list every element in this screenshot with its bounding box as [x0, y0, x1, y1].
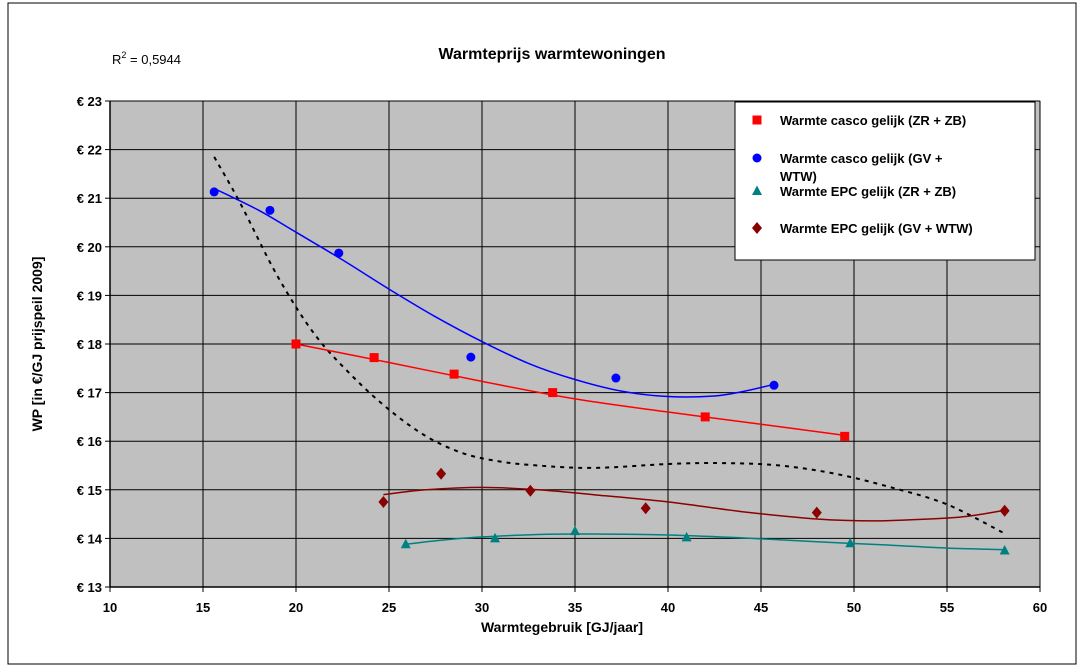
y-tick-label: € 21 — [77, 191, 102, 206]
r-squared-annotation: R2 = 0,5944 — [112, 50, 181, 67]
x-tick-label: 25 — [382, 600, 396, 615]
chart-title: Warmteprijs warmtewoningen — [439, 46, 666, 63]
x-tick-label: 20 — [289, 600, 303, 615]
legend-marker-1 — [752, 115, 762, 125]
series-4-point — [811, 506, 822, 519]
x-tick-label: 10 — [103, 600, 117, 615]
y-tick-label: € 19 — [77, 288, 102, 303]
series-3-point — [570, 525, 580, 536]
x-tick-label: 40 — [661, 600, 675, 615]
x-axis-label: Warmtegebruik [GJ/jaar] — [481, 619, 643, 635]
x-tick-label: 45 — [754, 600, 768, 615]
series-1-point — [548, 388, 558, 398]
series-2-point — [466, 352, 476, 362]
series-2-trend-line — [213, 187, 775, 398]
x-tick-label: 15 — [196, 600, 210, 615]
y-tick-label: € 18 — [77, 337, 102, 352]
legend-label-3: Warmte EPC gelijk (ZR + ZB) — [780, 184, 956, 199]
y-tick-label: € 14 — [77, 531, 103, 546]
series-2-point — [265, 205, 275, 215]
y-tick-label: € 13 — [77, 580, 102, 595]
data-markers — [209, 187, 1010, 555]
x-tick-label: 30 — [475, 600, 489, 615]
series-1-point — [369, 353, 379, 363]
y-tick-label: € 15 — [77, 483, 102, 498]
series-3-point — [490, 532, 501, 543]
legend-label-1: Warmte casco gelijk (ZR + ZB) — [780, 113, 966, 128]
series-3-point — [400, 538, 411, 549]
legend-box — [734, 101, 1036, 261]
y-tick-label: € 20 — [77, 240, 102, 255]
series-1-point — [840, 431, 850, 441]
y-tick-label: € 16 — [77, 434, 102, 449]
series-4-point — [436, 467, 447, 480]
series-4-point — [525, 484, 536, 497]
series-3-point — [681, 531, 692, 542]
y-tick-label: € 22 — [77, 143, 102, 158]
axes: 10 15 20 25 30 35 40 45 50 55 60 € 13 € 14 € 15 € 16 € … — [77, 94, 1048, 615]
y-tick-label: € 17 — [77, 386, 102, 401]
series-2-point — [611, 373, 621, 383]
x-tick-label: 55 — [940, 600, 954, 615]
legend-marker-2 — [752, 153, 762, 163]
series-3-trend-line — [405, 533, 1005, 551]
legend: Warmte casco gelijk (ZR + ZB) Warmte casc… — [734, 101, 1036, 261]
legend-label-2: WTW) — [780, 169, 817, 184]
series-2-point — [209, 187, 219, 197]
series-2-point — [334, 248, 344, 258]
y-axis-label: WP [in €/GJ prijspeil 2009] — [29, 257, 45, 432]
series-1-point — [291, 339, 301, 349]
legend-marker-4 — [752, 222, 762, 234]
legend-marker-3 — [752, 185, 762, 195]
series-2-point — [769, 380, 779, 390]
series-3-point — [999, 545, 1010, 555]
r-squared-value: = 0,5944 — [126, 52, 181, 67]
series-4-trend-line — [383, 486, 1005, 522]
series-4-point — [378, 495, 389, 508]
series-4-point — [640, 502, 651, 515]
series-4-point — [999, 504, 1010, 517]
y-tick-label: € 23 — [77, 94, 102, 109]
series-1-point — [449, 369, 459, 379]
x-tick-label: 60 — [1033, 600, 1047, 615]
series-3-point — [845, 537, 856, 548]
x-tick-label: 35 — [568, 600, 582, 615]
x-tick-label: 50 — [847, 600, 861, 615]
overall-trend-line — [213, 156, 1006, 535]
r-squared-label: R — [112, 52, 121, 67]
series-1-trend-line — [295, 343, 845, 437]
series-1-point — [700, 412, 710, 422]
legend-label-2: Warmte casco gelijk (GV + — [780, 151, 943, 166]
trend-lines — [213, 156, 1006, 551]
r-squared-superscript: 2 — [121, 50, 126, 60]
legend-label-4: Warmte EPC gelijk (GV + WTW) — [780, 221, 973, 236]
